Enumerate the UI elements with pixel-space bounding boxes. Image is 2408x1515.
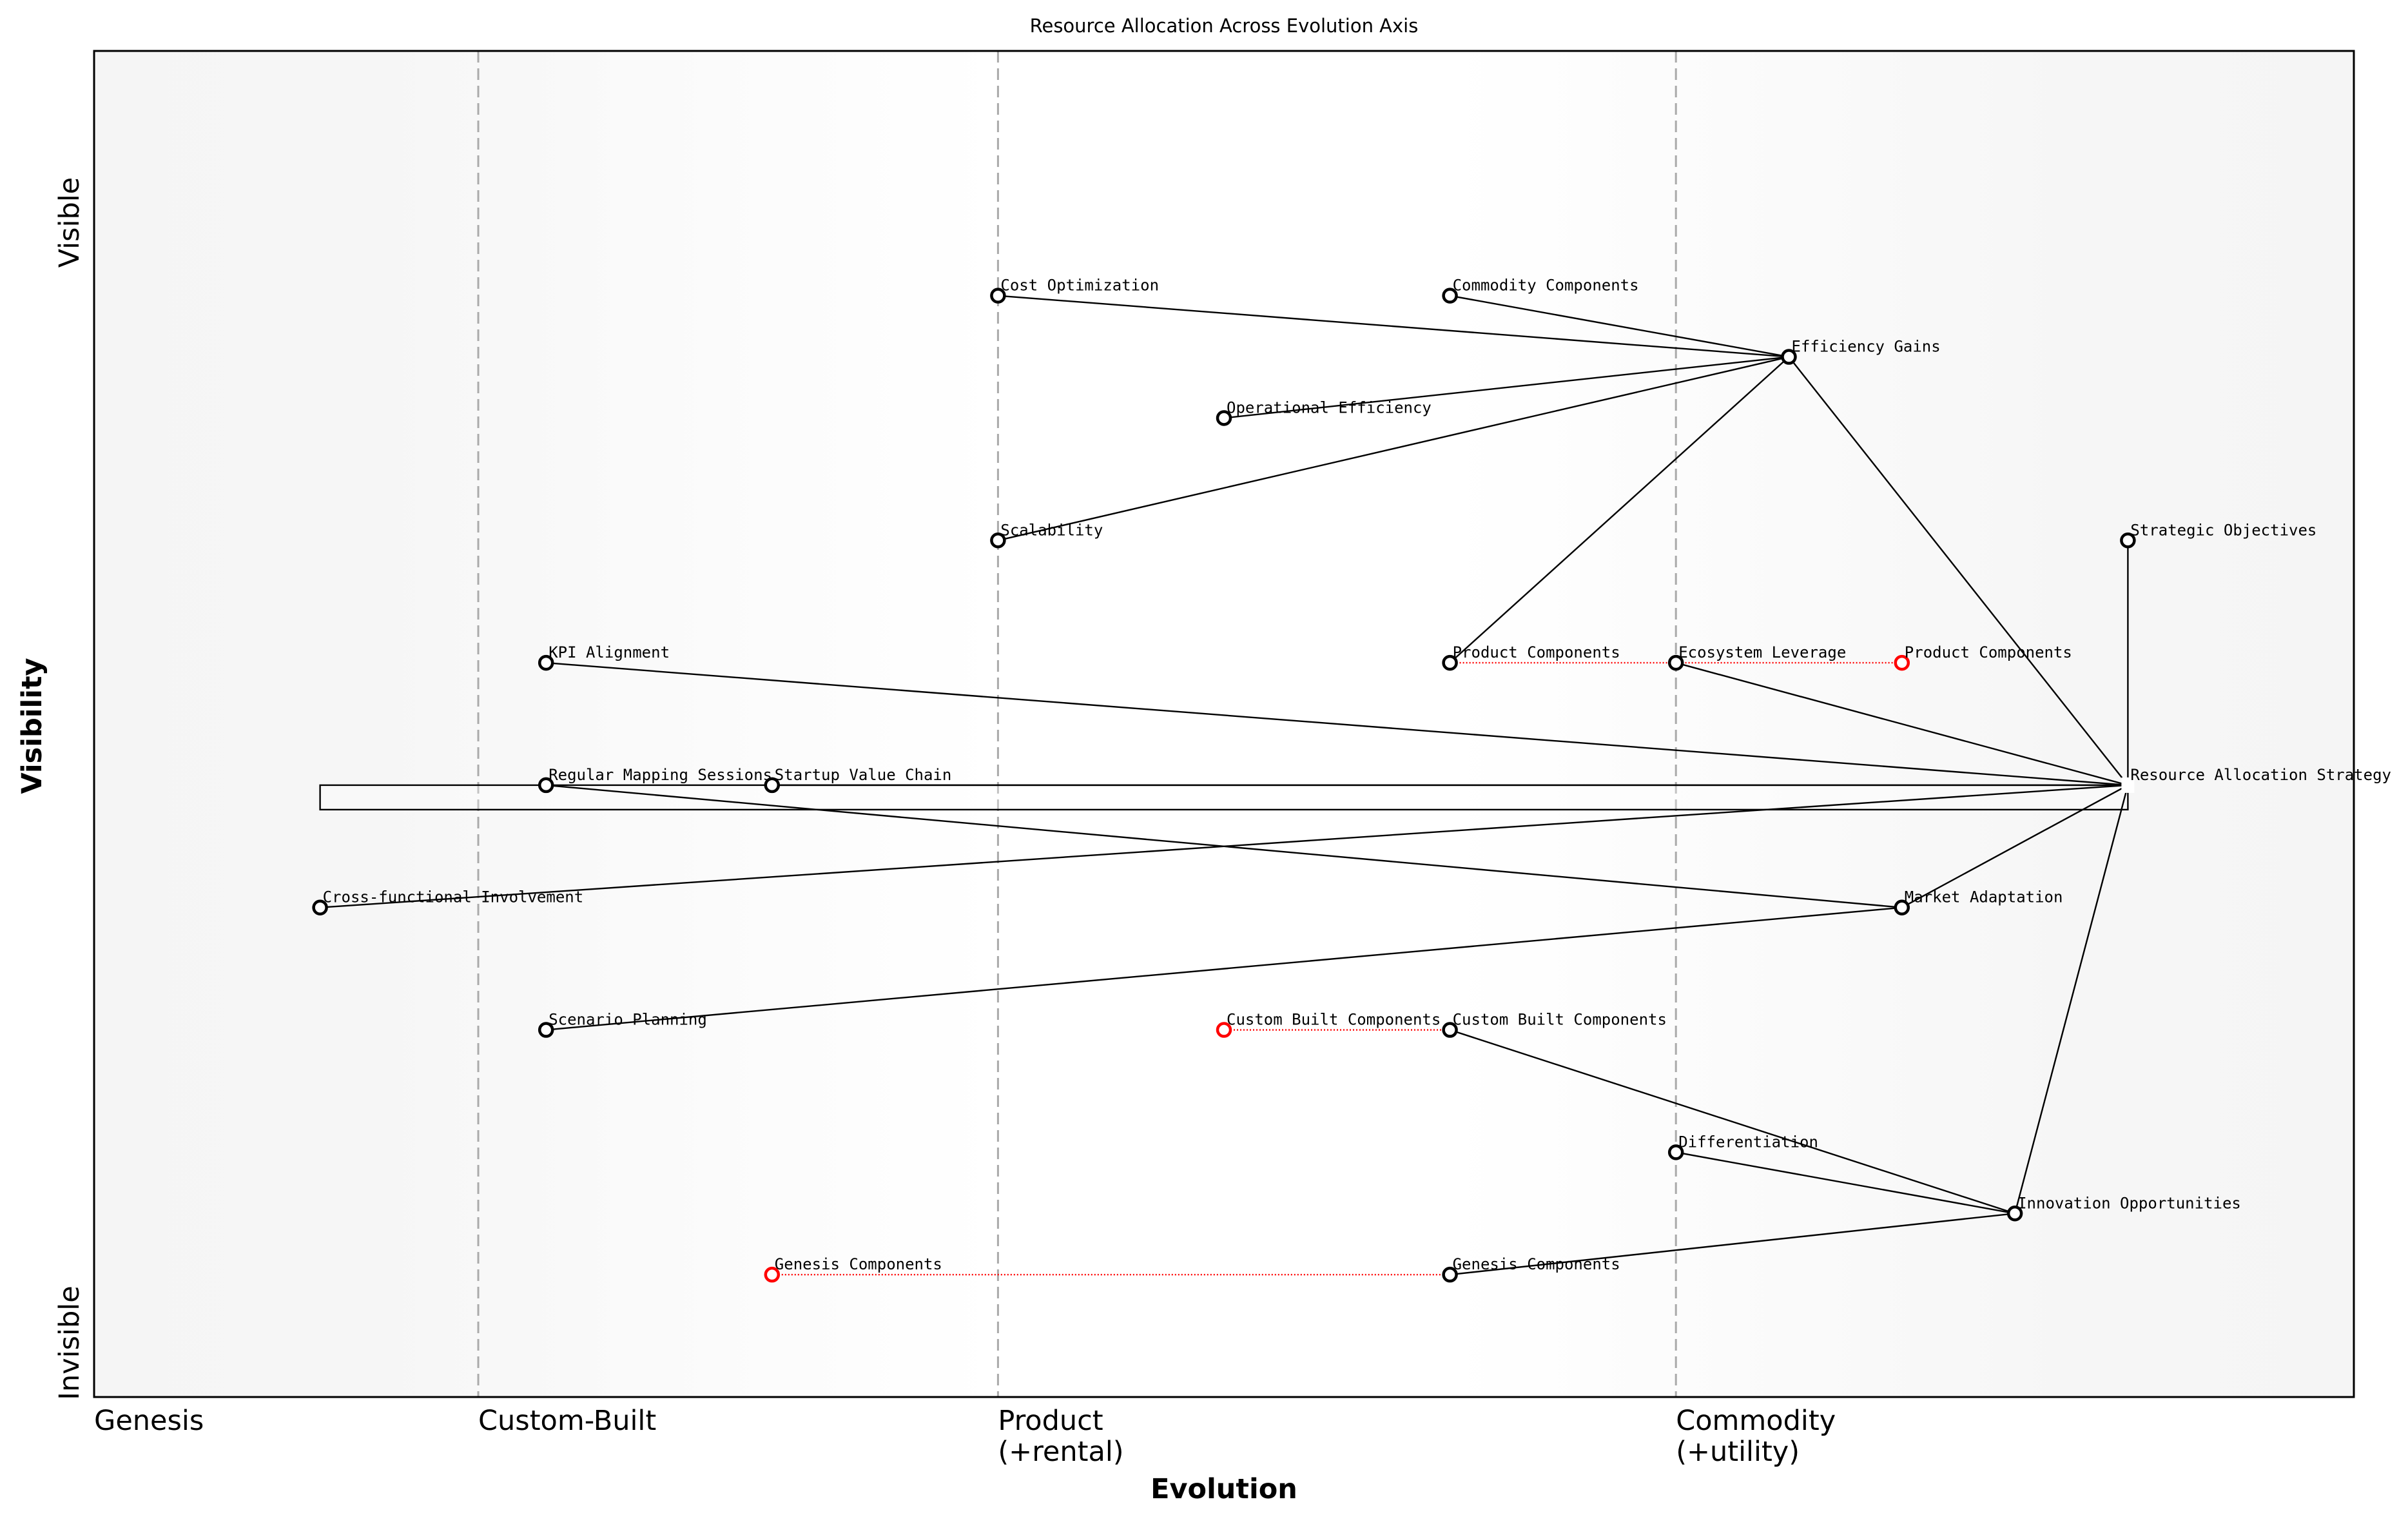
component-label: Custom Built Components [1453,1011,1667,1029]
dependency-link [1450,295,1789,358]
dependency-link [998,295,1789,358]
component-label: Ecosystem Leverage [1678,643,1846,661]
evolved-component-marker [1894,654,1910,671]
dependency-link [1788,356,2129,786]
component-marker [1442,654,1458,671]
component-label: Commodity Components [1453,277,1639,295]
component-label: Scalability [1000,521,1103,539]
component-marker [312,899,328,915]
component-label: Strategic Objectives [2130,521,2316,539]
plot-frame [93,50,2355,1398]
stage-label: Custom-Built [478,1405,656,1437]
component-marker [538,1022,554,1038]
y-axis-label: Visibility [16,658,48,794]
dependency-link [546,784,1902,908]
visible-label: Visible [53,177,86,268]
dependency-link [1675,1151,2015,1215]
dependency-link [546,661,2128,787]
component-label: Cost Optimization [1000,277,1159,295]
evolved-component-marker [1216,1022,1232,1038]
component-label: KPI Alignment [549,643,670,661]
plot-background [94,51,2354,1397]
invisible-label: Invisible [53,1285,86,1400]
component-label: Scenario Planning [549,1011,707,1029]
component-marker [764,777,781,794]
component-marker [1667,654,1684,671]
component-label: Innovation Opportunities [2017,1194,2241,1212]
component-marker [1894,899,1910,915]
component-label: Regular Mapping Sessions [549,766,772,784]
component-label: Product Components [1453,643,1620,661]
component-marker [1216,410,1232,426]
component-marker [2006,1206,2023,1222]
stage-ticks: Genesis Custom-Built Product(+rental) Commo… [94,1405,1836,1468]
stage-lines [477,51,1677,1397]
anchor-marker [2121,777,2135,793]
x-axis-label: Evolution [1151,1473,1297,1505]
dependency-link [1450,1213,2015,1276]
component-marker [538,654,554,671]
pipeline-box [319,784,2129,811]
component-label: Genesis Components [1453,1255,1620,1273]
stage-label: Commodity [1676,1405,1836,1437]
dependency-link [998,356,1789,542]
links [320,295,2129,1276]
dependency-link [1901,784,2128,908]
component-marker [1442,1266,1458,1283]
component-marker [538,777,554,794]
dependency-link [546,906,1902,1031]
stage-sublabel: (+rental) [998,1436,1123,1468]
component-label: Startup Value Chain [775,766,952,784]
component-label: Market Adaptation [1905,888,2063,906]
dependency-link [2014,785,2129,1214]
component-marker [1442,288,1458,304]
stage-label: Product [998,1405,1103,1437]
component-marker [990,288,1006,304]
component-label: Cross-functional Involvement [323,888,584,906]
component-marker [1667,1144,1684,1160]
stage-label: Genesis [94,1405,204,1437]
component-label: Product Components [1905,643,2072,661]
component-marker [990,533,1006,549]
dependency-link [1675,661,2128,787]
dependency-link [1223,356,1789,419]
markers [312,288,2136,1283]
component-marker [2120,533,2136,549]
component-marker [1781,349,1797,365]
component-label: Differentiation [1678,1133,1818,1151]
chart-title: Resource Allocation Across Evolution Axi… [1030,15,1419,37]
evolved-component-marker [764,1266,781,1283]
stage-sublabel: (+utility) [1676,1436,1800,1468]
component-label: Genesis Components [775,1255,942,1273]
component-label: Custom Built Components [1227,1011,1441,1029]
pipeline [319,784,2129,811]
dependency-link [1449,356,1790,663]
dependency-link [1450,1029,2015,1215]
component-marker [1442,1022,1458,1038]
component-label: Operational Efficiency [1227,398,1432,416]
component-label: Efficiency Gains [1792,338,1941,356]
labels: Cost Optimization Commodity Components Eff… [323,277,2391,1274]
component-label: Resource Allocation Strategy [2130,766,2391,784]
